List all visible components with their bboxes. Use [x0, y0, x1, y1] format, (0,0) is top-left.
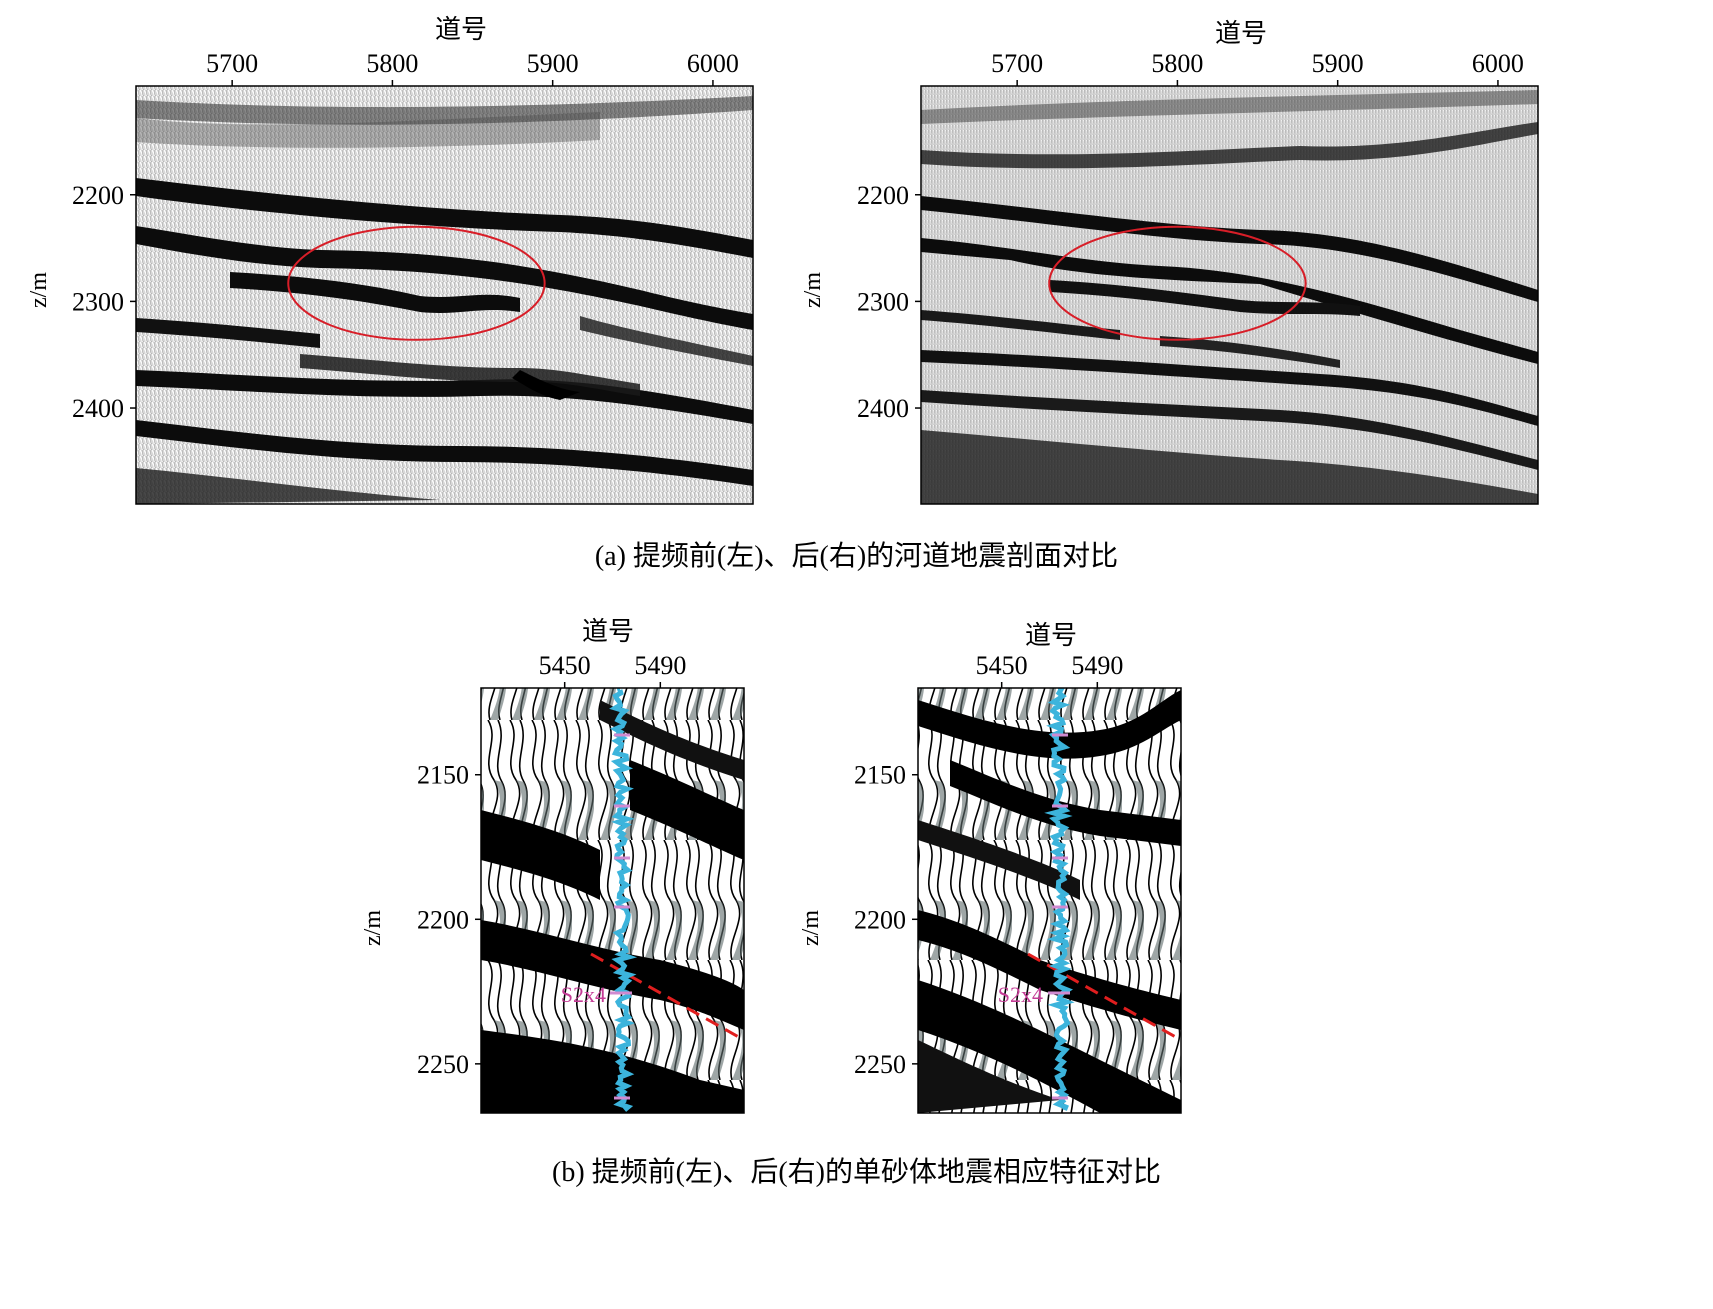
x-tick-label: 5800	[1151, 49, 1203, 78]
x-tick-label: 5900	[1312, 49, 1364, 78]
wiggle-section-b-left	[481, 688, 744, 1113]
well-marker-label-b-right: S2x4	[998, 982, 1043, 1007]
x-ticks-a-right: 5700 5800 5900 6000	[991, 49, 1524, 86]
seismic-section-a-left	[136, 86, 753, 504]
x-tick-label: 5490	[1071, 651, 1123, 680]
panel-a-right: 5700 5800 5900 6000 2200 2300 2400 道号 z/m	[800, 19, 1539, 505]
x-axis-label-b-right: 道号	[1025, 621, 1077, 650]
y-ticks-a-right: 2200 2300 2400	[857, 181, 921, 423]
caption-part-b: (b) 提频前(左)、后(右)的单砂体地震相应特征对比	[552, 1157, 1161, 1188]
plot-frame-b-right	[917, 687, 1182, 1114]
y-axis-label-b-left: z/m	[360, 910, 386, 946]
x-ticks-b-right: 5450 5490	[976, 651, 1123, 688]
plot-frame-a-left	[135, 85, 754, 505]
y-tick-label: 2200	[854, 905, 906, 934]
y-tick-label: 2400	[857, 394, 909, 423]
horizon-line-b-left	[590, 952, 744, 1042]
y-axis-label-b-right: z/m	[798, 910, 824, 946]
x-tick-label: 5700	[206, 49, 258, 78]
x-tick-label: 5450	[976, 651, 1028, 680]
y-tick-label: 2400	[72, 394, 124, 423]
y-tick-label: 2300	[857, 287, 909, 316]
horizon-line-b-right	[1027, 952, 1181, 1042]
well-log-b-right	[1044, 687, 1075, 1111]
y-tick-label: 2150	[854, 761, 906, 790]
wiggle-section-b-right	[918, 688, 1181, 1113]
well-marker-label-b-left: S2x4	[561, 982, 606, 1007]
y-tick-label: 2150	[417, 761, 469, 790]
x-tick-label: 5900	[527, 49, 579, 78]
x-tick-label: 5450	[539, 651, 591, 680]
x-tick-label: 5800	[366, 49, 418, 78]
x-tick-label: 6000	[1472, 49, 1524, 78]
panel-a-left: 5700 5800 5900 6000 2200 2300 2400 道号 z/m	[26, 15, 754, 505]
well-tops-b-right	[1048, 733, 1070, 1100]
plot-frame-a-right	[920, 85, 1539, 505]
y-ticks-a-left: 2200 2300 2400	[72, 181, 136, 423]
y-ticks-b-left: 2150 2200 2250	[417, 761, 481, 1079]
x-tick-label: 5490	[634, 651, 686, 680]
y-tick-label: 2250	[417, 1050, 469, 1079]
x-axis-label-b-left: 道号	[582, 617, 634, 646]
y-tick-label: 2200	[417, 905, 469, 934]
x-ticks-b-left: 5450 5490	[539, 651, 686, 688]
x-axis-label-a-left: 道号	[435, 15, 487, 44]
well-log-b-left	[609, 687, 638, 1112]
x-axis-label-a-right: 道号	[1215, 19, 1267, 48]
x-tick-label: 5700	[991, 49, 1043, 78]
well-tops-b-left	[610, 733, 632, 1100]
annotation-ellipse-a-right	[1048, 225, 1307, 341]
caption-part-a: (a) 提频前(左)、后(右)的河道地震剖面对比	[594, 541, 1119, 572]
plot-frame-b-left	[480, 687, 745, 1114]
seismic-section-a-right	[921, 86, 1538, 504]
y-axis-label-a-right: z/m	[800, 272, 826, 308]
y-tick-label: 2250	[854, 1050, 906, 1079]
annotation-ellipse-a-left	[287, 225, 546, 341]
y-tick-label: 2200	[857, 181, 909, 210]
panel-b-right: S2x4 5450 5490 2150 2200 2250 道号 z/m	[798, 621, 1182, 1114]
y-ticks-b-right: 2150 2200 2250	[854, 761, 918, 1079]
x-ticks-a-left: 5700 5800 5900 6000	[206, 49, 739, 86]
y-tick-label: 2200	[72, 181, 124, 210]
y-axis-label-a-left: z/m	[26, 272, 52, 308]
y-tick-label: 2300	[72, 287, 124, 316]
panel-b-left: S2x4 5450 5490 2150 2200 2250 道号 z/m	[360, 617, 745, 1114]
x-tick-label: 6000	[687, 49, 739, 78]
